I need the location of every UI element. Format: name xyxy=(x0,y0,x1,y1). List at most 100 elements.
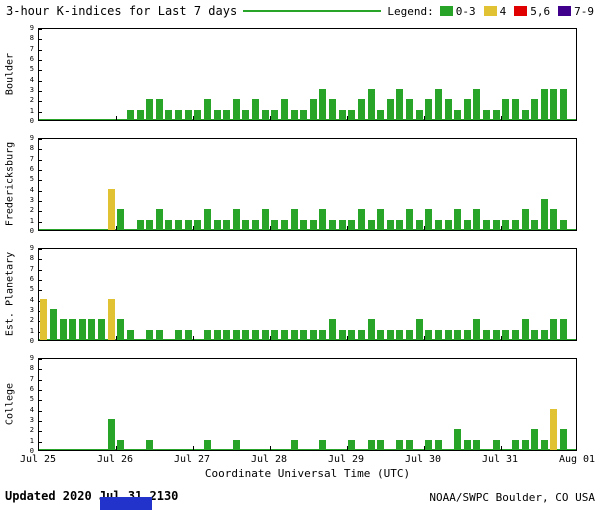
k-bar xyxy=(415,449,423,450)
k-bar xyxy=(126,449,134,450)
x-tick-label: Jul 31 xyxy=(481,454,519,465)
k-bar xyxy=(126,229,134,230)
k-bar xyxy=(98,229,106,230)
k-bar xyxy=(203,99,211,120)
day-tick-mark xyxy=(501,226,502,230)
k-bar xyxy=(203,439,211,450)
k-bar xyxy=(261,209,269,230)
y-tick-label: 1 xyxy=(29,216,34,225)
k-bar xyxy=(309,449,317,450)
k-bar xyxy=(319,329,327,340)
k-bar xyxy=(194,339,202,340)
k-bar xyxy=(531,219,539,230)
k-bar xyxy=(136,339,144,340)
k-bar xyxy=(146,329,154,340)
k-bar xyxy=(483,109,491,120)
station-label: Fredericksburg xyxy=(4,141,16,227)
k-bar xyxy=(232,329,240,340)
y-tick-mark xyxy=(39,39,42,41)
y-tick-mark xyxy=(39,290,42,292)
y-tick-label: 2 xyxy=(29,206,34,215)
legend: Legend: 0-3 4 5,6 7-9 xyxy=(387,5,594,18)
k-bar xyxy=(252,329,260,340)
k-bar xyxy=(560,429,568,450)
k-bar xyxy=(425,99,433,120)
panel-boulder: Boulder 0 1 2 3 4 5 6 7 8 9 xyxy=(0,24,600,125)
panel-college: College 0 1 2 3 4 5 6 7 8 9 xyxy=(0,354,600,455)
k-bar xyxy=(329,319,337,340)
k-bar xyxy=(425,439,433,450)
k-bar xyxy=(88,449,96,450)
k-bar xyxy=(49,229,57,230)
k-bar xyxy=(357,209,365,230)
k-bar xyxy=(338,109,346,120)
legend-item: 7-9 xyxy=(558,5,594,18)
legend-item: 5,6 xyxy=(514,5,550,18)
bottom-blue-box xyxy=(100,497,152,510)
legend-items: 0-3 4 5,6 7-9 xyxy=(439,5,594,18)
legend-swatch-yellow xyxy=(483,6,497,16)
k-bar xyxy=(40,119,48,120)
k-bar xyxy=(357,99,365,120)
k-bar xyxy=(49,309,57,340)
k-bar xyxy=(473,209,481,230)
k-bar xyxy=(550,408,558,450)
k-bar xyxy=(511,329,519,340)
k-bar xyxy=(502,449,510,450)
k-bar xyxy=(386,449,394,450)
k-bar xyxy=(280,99,288,120)
y-tick-label: 1 xyxy=(29,326,34,335)
day-tick-mark xyxy=(347,116,348,120)
k-bar xyxy=(550,319,558,340)
k-bar xyxy=(492,329,500,340)
k-bar xyxy=(271,219,279,230)
k-bar xyxy=(396,89,404,120)
y-tick-mark xyxy=(39,280,42,281)
k-bar xyxy=(454,329,462,340)
y-tick-label: 6 xyxy=(29,275,34,283)
k-bar xyxy=(98,449,106,450)
y-tick-label: 0 xyxy=(29,337,34,345)
k-bar xyxy=(88,119,96,120)
k-bar xyxy=(184,329,192,340)
k-bar xyxy=(203,329,211,340)
k-bar xyxy=(531,429,539,450)
y-tick-label: 1 xyxy=(29,106,34,115)
k-bar xyxy=(463,219,471,230)
k-bar xyxy=(463,99,471,120)
day-tick-mark xyxy=(501,116,502,120)
day-tick-mark xyxy=(193,336,194,340)
k-bar xyxy=(396,439,404,450)
day-tick-mark xyxy=(193,226,194,230)
k-bar xyxy=(232,99,240,120)
k-bar xyxy=(434,89,442,120)
zero-baseline xyxy=(39,339,576,340)
day-tick-mark xyxy=(424,336,425,340)
day-tick-mark xyxy=(116,446,117,450)
day-tick-mark xyxy=(424,446,425,450)
y-tick-mark xyxy=(39,91,42,92)
k-bar xyxy=(184,109,192,120)
x-axis-title: Coordinate Universal Time (UTC) xyxy=(204,467,411,480)
legend-label: Legend: xyxy=(387,4,434,18)
station-label: Boulder xyxy=(4,52,16,96)
k-bar xyxy=(348,329,356,340)
k-bar xyxy=(300,109,308,120)
k-bar xyxy=(271,449,279,450)
day-tick-mark xyxy=(270,226,271,230)
k-bar xyxy=(40,298,48,340)
y-tick-mark xyxy=(39,70,42,72)
k-bar xyxy=(242,109,250,120)
y-tick-mark xyxy=(39,421,42,422)
k-bar xyxy=(261,449,269,450)
day-tick-mark xyxy=(424,226,425,230)
y-tick-label: 9 xyxy=(29,134,34,142)
k-bar xyxy=(531,329,539,340)
k-bar xyxy=(223,109,231,120)
y-tick-label: 6 xyxy=(29,385,34,393)
y-tick-label: 8 xyxy=(29,254,34,263)
x-tick-label: Jul 30 xyxy=(404,454,442,465)
y-tick-mark xyxy=(39,390,42,391)
day-tick-mark xyxy=(270,446,271,450)
k-bar xyxy=(434,329,442,340)
